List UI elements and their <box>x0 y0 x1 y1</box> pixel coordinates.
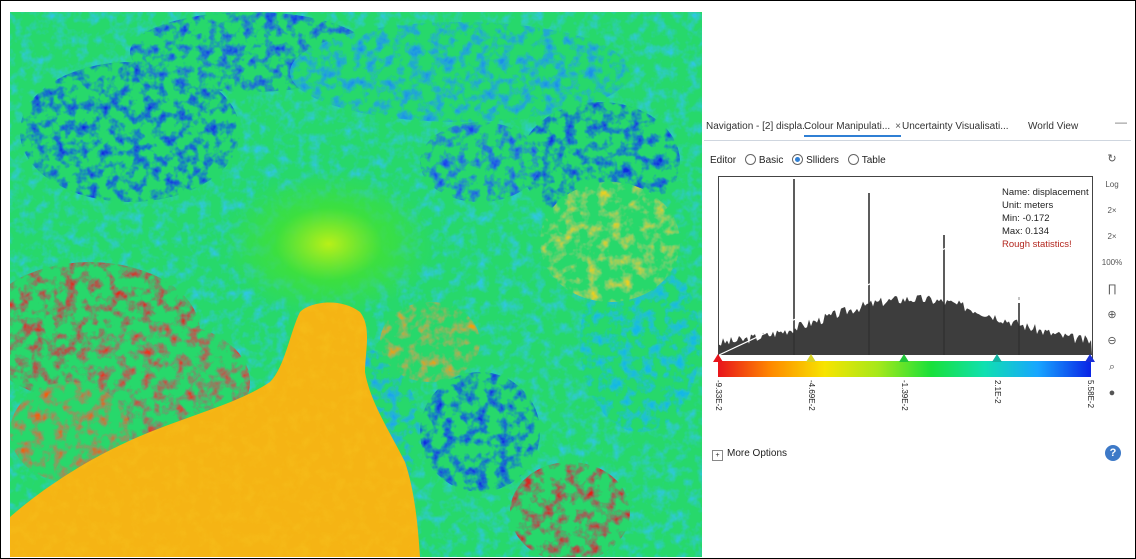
log-scale-icon[interactable]: Log <box>1105 180 1119 189</box>
histogram-area[interactable] <box>718 176 1093 362</box>
stat-name: Name: displacement <box>1002 187 1089 198</box>
fit-2x-right-icon[interactable]: 2× <box>1107 232 1117 241</box>
globe-icon[interactable]: ● <box>1108 387 1116 399</box>
colour-slider-handle[interactable] <box>1085 354 1095 362</box>
zoom-select-icon[interactable]: ⌕ <box>1108 361 1116 373</box>
stat-unit: Unit: meters <box>1002 200 1054 211</box>
tab-navigation[interactable]: Navigation - [2] displa... <box>706 121 811 132</box>
colour-slider-handle[interactable] <box>713 354 723 362</box>
editor-table-radio[interactable] <box>847 154 859 165</box>
slider-tick-label: -1.39E-2 <box>900 380 909 411</box>
help-icon[interactable]: ? <box>1105 445 1121 461</box>
tab-colour-manipulation[interactable]: Colour Manipulati... × <box>804 119 901 137</box>
displacement-map-image <box>10 12 702 557</box>
colour-ramp-gradient <box>718 361 1091 377</box>
colour-ramp-fill <box>718 361 1091 377</box>
colour-manipulation-panel: Navigation - [2] displa... Colour Manipu… <box>704 112 1131 472</box>
editor-table-label[interactable]: Table <box>861 155 886 166</box>
slider-tick-label: -4.69E-2 <box>807 380 816 411</box>
transfer-curve <box>719 216 1013 356</box>
editor-basic-label[interactable]: Basic <box>758 155 784 166</box>
editor-sliders-radio[interactable] <box>792 154 804 165</box>
fit-2x-left-icon[interactable]: 2× <box>1107 206 1117 215</box>
histogram <box>719 179 1092 356</box>
histogram-bars <box>719 294 1092 355</box>
slider-tick-label: -9.33E-2 <box>714 380 723 411</box>
editor-basic-radio[interactable] <box>744 154 756 165</box>
histogram-bins-icon[interactable]: ∏ <box>1107 283 1117 295</box>
slider-ticks: -9.33E-2 -4.69E-2 -1.39E-2 2.1E-2 5.58E-2 <box>704 354 1131 424</box>
slider-tick-label: 2.1E-2 <box>993 380 1002 404</box>
colour-slider-handle[interactable] <box>899 354 909 362</box>
tab-world-view[interactable]: World View <box>1028 121 1079 132</box>
editor-mode-selector: Editor Basic Slliders Table <box>710 154 886 168</box>
displacement-map[interactable] <box>10 12 702 557</box>
stat-warning: Rough statistics! <box>1002 239 1072 250</box>
tab-overflow-icon[interactable]: — <box>1115 115 1127 129</box>
more-options-toggle[interactable]: + More Options <box>712 447 787 461</box>
stat-min: Min: -0.172 <box>1002 213 1050 224</box>
statistics-box: Name: displacement Unit: meters Min: -0.… <box>1002 186 1089 251</box>
tab-close-icon[interactable]: × <box>895 121 901 132</box>
zoom-out-icon[interactable]: ⊖ <box>1107 335 1117 347</box>
tab-uncertainty-visualisation[interactable]: Uncertainty Visualisati... <box>902 121 1009 132</box>
zoom-in-icon[interactable]: ⊕ <box>1107 309 1117 321</box>
fit-100-icon[interactable]: 100% <box>1101 258 1123 267</box>
more-options-label[interactable]: More Options <box>727 448 788 459</box>
stat-max: Max: 0.134 <box>1002 226 1049 237</box>
histogram-toolbar: ↻ Log 2× 2× 100% ∏ ⊕ ⊖ ⌕ ● <box>1101 148 1125 408</box>
slider-tick-label: 5.58E-2 <box>1086 380 1095 409</box>
colour-slider-handle[interactable] <box>806 354 816 362</box>
editor-label: Editor <box>710 155 737 166</box>
reset-icon[interactable]: ↻ <box>1107 153 1117 165</box>
tab-bar: Navigation - [2] displa... Colour Manipu… <box>704 112 1131 141</box>
expand-icon[interactable]: + <box>712 450 723 461</box>
colour-slider-handle[interactable] <box>992 354 1002 362</box>
editor-sliders-label[interactable]: Slliders <box>806 155 839 166</box>
colour-ramp[interactable] <box>718 361 1091 377</box>
